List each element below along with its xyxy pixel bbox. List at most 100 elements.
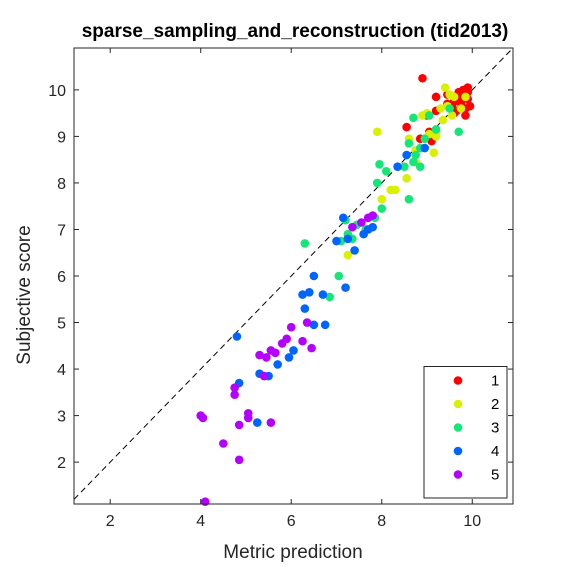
data-point [255,350,264,360]
data-point [381,167,391,176]
data-point [343,250,353,260]
data-point [445,104,454,113]
data-point [196,411,206,420]
data-point [449,92,459,102]
data-point [436,104,445,113]
data-point [266,346,276,355]
data-point [456,104,466,113]
data-point [305,287,314,297]
x-tick-label: 4 [196,513,205,530]
series-5 [196,211,378,506]
data-point [368,222,378,232]
x-tick-label: 6 [287,513,296,530]
data-point [461,92,470,102]
legend-item-5: 5 [453,467,499,484]
data-point [447,111,457,120]
data-point [418,111,427,120]
reference-line-group [73,47,514,500]
data-point [307,343,316,353]
data-point [298,336,307,346]
data-point [332,236,341,246]
data-point [320,320,330,330]
data-point [219,439,228,448]
data-point [359,229,368,239]
data-point [404,194,414,204]
y-axis-ticks: 2 3 4 5 6 7 8 9 10 [48,83,513,472]
data-point [286,322,296,332]
data-point [350,246,359,255]
data-point [429,148,439,157]
data-point [234,455,244,465]
data-point [415,162,425,171]
y-axis-label: Subjective score [14,225,35,364]
data-points [196,73,475,506]
data-point [438,115,448,125]
data-point [400,162,409,171]
legend-label: 4 [491,443,499,460]
data-point [461,111,470,120]
legend-item-1: 1 [453,373,499,390]
data-point [393,162,402,171]
y-tick-label: 9 [57,129,66,146]
data-point [300,304,310,313]
y-tick-label: 7 [57,222,66,239]
x-tick-label: 10 [463,513,481,530]
data-point [273,360,282,369]
data-point [309,271,319,281]
legend-label: 5 [491,467,499,484]
data-point [338,213,348,223]
legend-box [423,366,508,499]
y-tick-label: 10 [48,83,66,100]
data-point [357,218,366,227]
legend-label: 1 [491,373,499,390]
data-point [377,194,387,204]
legend-label: 3 [491,420,499,437]
series-4 [232,143,430,427]
legend-marker [453,470,463,479]
data-point [440,83,450,92]
legend: 1 2 3 4 5 [423,366,508,499]
identity-reference-line [73,47,514,500]
data-point [341,283,350,292]
data-point [252,418,262,427]
data-point [372,178,382,188]
data-point [284,353,294,362]
chart-title: sparse_sampling_and_reconstruction (tid2… [82,21,509,42]
data-point [318,290,328,299]
data-point [302,318,312,327]
data-point [262,353,271,362]
legend-item-3: 3 [453,420,499,437]
data-point [420,134,430,144]
data-point [343,234,353,244]
data-point [232,332,242,341]
data-point [431,92,441,102]
data-point [386,185,396,195]
y-tick-label: 3 [57,409,66,426]
data-point [230,390,239,399]
data-point [424,111,434,120]
x-axis-label: Metric prediction [223,542,362,563]
x-tick-label: 8 [377,513,386,530]
data-point [431,125,441,134]
x-axis-ticks: 2 4 6 8 10 [106,48,481,530]
data-point [300,239,310,248]
data-point [325,292,335,302]
data-point [243,413,253,423]
data-point [465,101,475,111]
data-point [375,160,384,169]
data-point [334,271,344,281]
legend-marker [453,376,463,385]
legend-marker [453,399,463,409]
legend-marker [453,446,463,456]
data-point [259,371,269,381]
data-point [409,113,418,123]
data-point [230,383,239,392]
legend-item-2: 2 [453,396,499,413]
x-tick-label: 2 [106,513,115,530]
legend-item-4: 4 [453,443,499,460]
data-point [409,157,418,167]
data-point [289,346,298,355]
y-tick-label: 2 [57,455,66,472]
data-point [266,418,276,427]
